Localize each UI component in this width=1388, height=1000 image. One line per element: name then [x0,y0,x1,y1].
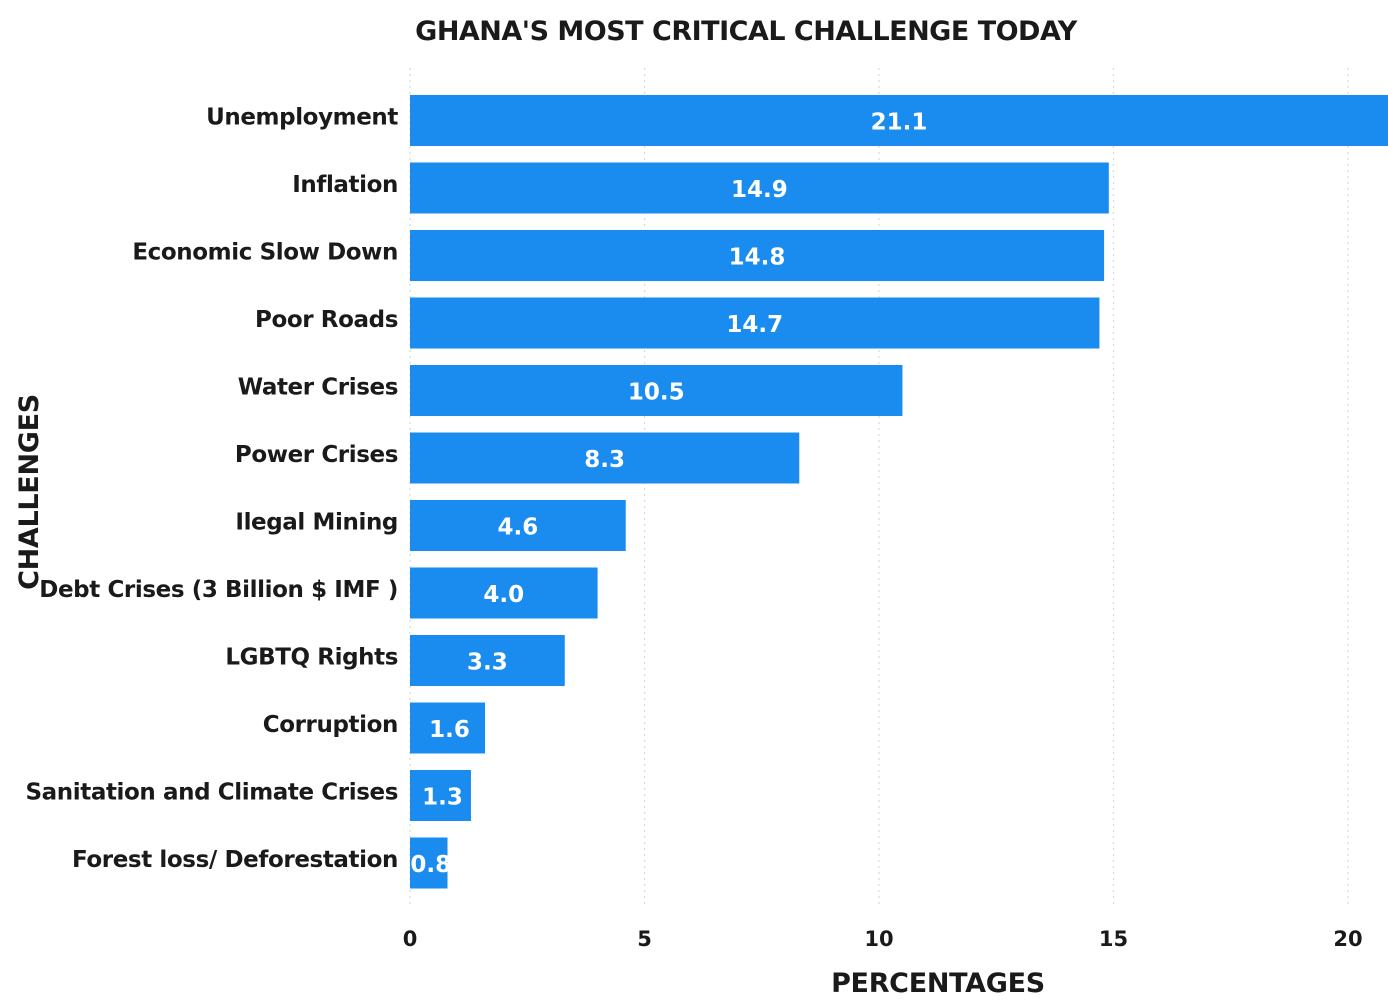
bar [410,635,565,686]
x-axis-ticks: 0 5 10 15 20 [403,927,1363,951]
category-label: Power Crises [235,442,398,468]
bar-value-label: 14.7 [726,312,783,338]
bar-value-label: 1.6 [429,717,470,743]
bar-value-label: 8.3 [584,447,625,473]
bar [410,837,448,889]
category-label: Economic Slow Down [132,240,398,266]
category-label: Debt Crises (3 Billion $ IMF ) [39,577,398,603]
category-label: Ilegal Mining [235,510,398,536]
category-label: Inflation [292,172,398,198]
category-label: Sanitation and Climate Crises [25,780,398,806]
category-label: Poor Roads [255,307,398,333]
x-axis-title: PERCENTAGES [831,968,1045,996]
x-tick-label: 15 [1099,927,1128,951]
bar-value-label: 4.6 [497,515,538,541]
bar [410,365,903,416]
bar-value-label: 1.3 [422,785,463,811]
bar [410,702,486,754]
bar-value-label: 3.3 [467,650,508,676]
y-axis-title: CHALLENGES [14,394,45,590]
category-label: Corruption [263,712,398,738]
bars: 21.1 14.9 14.8 14.7 10.5 8.3 4.6 4.0 3.3 1.6 1.3 0.… [410,95,1388,889]
bar [410,297,1100,349]
category-label: Water Crises [238,375,398,401]
bar-value-label: 21.1 [871,110,928,136]
category-label: Forest loss/ Deforestation [72,847,398,873]
category-label: Unemployment [206,105,398,131]
category-labels: Unemployment Inflation Economic Slow Down P… [25,105,398,874]
bar-value-label: 10.5 [628,380,685,406]
bar [410,95,1388,146]
bar [410,432,800,484]
bar [410,230,1105,281]
bar-value-label: 4.0 [483,582,524,608]
bar-value-label: 14.8 [729,245,786,271]
x-tick-label: 5 [637,927,652,951]
x-tick-label: 10 [864,927,893,951]
bar [410,162,1109,214]
chart-title: GHANA'S MOST CRITICAL CHALLENGE TODAY [415,16,1078,47]
x-tick-label: 0 [403,927,418,951]
bar [410,500,626,551]
bar [410,567,598,619]
category-label: LGBTQ Rights [225,645,398,671]
bar-value-label: 14.9 [731,177,788,203]
bar-value-label: 0.8 [410,852,451,878]
bar [410,770,471,821]
x-tick-label: 20 [1333,927,1362,951]
